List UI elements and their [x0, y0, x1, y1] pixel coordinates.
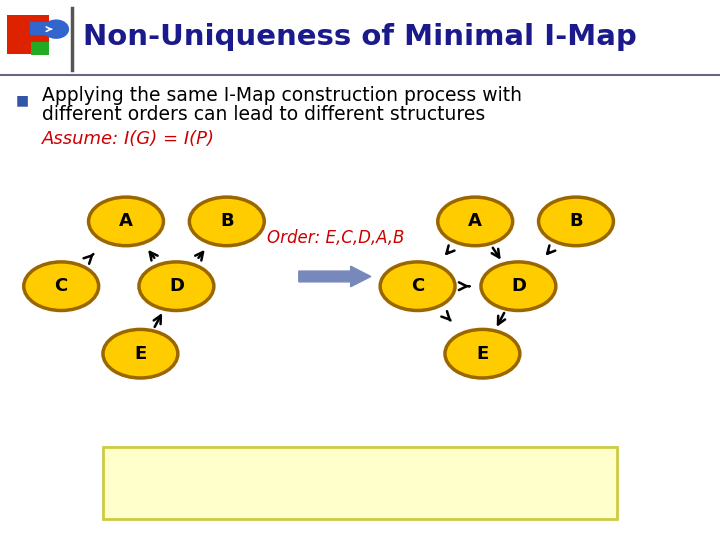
Text: A: A: [119, 212, 133, 231]
Ellipse shape: [103, 329, 178, 378]
Bar: [7, 15, 49, 54]
Ellipse shape: [380, 262, 455, 310]
Ellipse shape: [438, 197, 513, 246]
Bar: [30, 22, 48, 35]
FancyArrow shape: [299, 266, 371, 287]
Text: Different independence assumptions (different: Different independence assumptions (diff…: [121, 462, 599, 480]
Text: Assume: I(G) = I(P): Assume: I(G) = I(P): [42, 130, 215, 147]
Ellipse shape: [24, 262, 99, 310]
Text: E: E: [134, 345, 147, 363]
Text: C: C: [55, 277, 68, 295]
Text: Non-Uniqueness of Minimal I-Map: Non-Uniqueness of Minimal I-Map: [83, 23, 636, 51]
Text: C: C: [411, 277, 424, 295]
Text: Order: E,C,D,A,B: Order: E,C,D,A,B: [267, 228, 404, 247]
Text: A: A: [468, 212, 482, 231]
FancyBboxPatch shape: [103, 447, 617, 519]
Text: D: D: [169, 277, 184, 295]
Text: Applying the same I-Map construction process with: Applying the same I-Map construction pro…: [42, 86, 522, 105]
Ellipse shape: [139, 262, 214, 310]
Ellipse shape: [189, 197, 264, 246]
Text: skeletons, e.g., Ind(A;B) holds on left): skeletons, e.g., Ind(A;B) holds on left): [166, 488, 554, 507]
Text: D: D: [511, 277, 526, 295]
Ellipse shape: [481, 262, 556, 310]
Text: B: B: [220, 212, 233, 231]
Text: B: B: [570, 212, 582, 231]
Circle shape: [43, 19, 69, 39]
Ellipse shape: [89, 197, 163, 246]
Text: E: E: [476, 345, 489, 363]
Text: ■: ■: [16, 93, 29, 107]
Ellipse shape: [445, 329, 520, 378]
Text: different orders can lead to different structures: different orders can lead to different s…: [42, 105, 485, 124]
Ellipse shape: [539, 197, 613, 246]
